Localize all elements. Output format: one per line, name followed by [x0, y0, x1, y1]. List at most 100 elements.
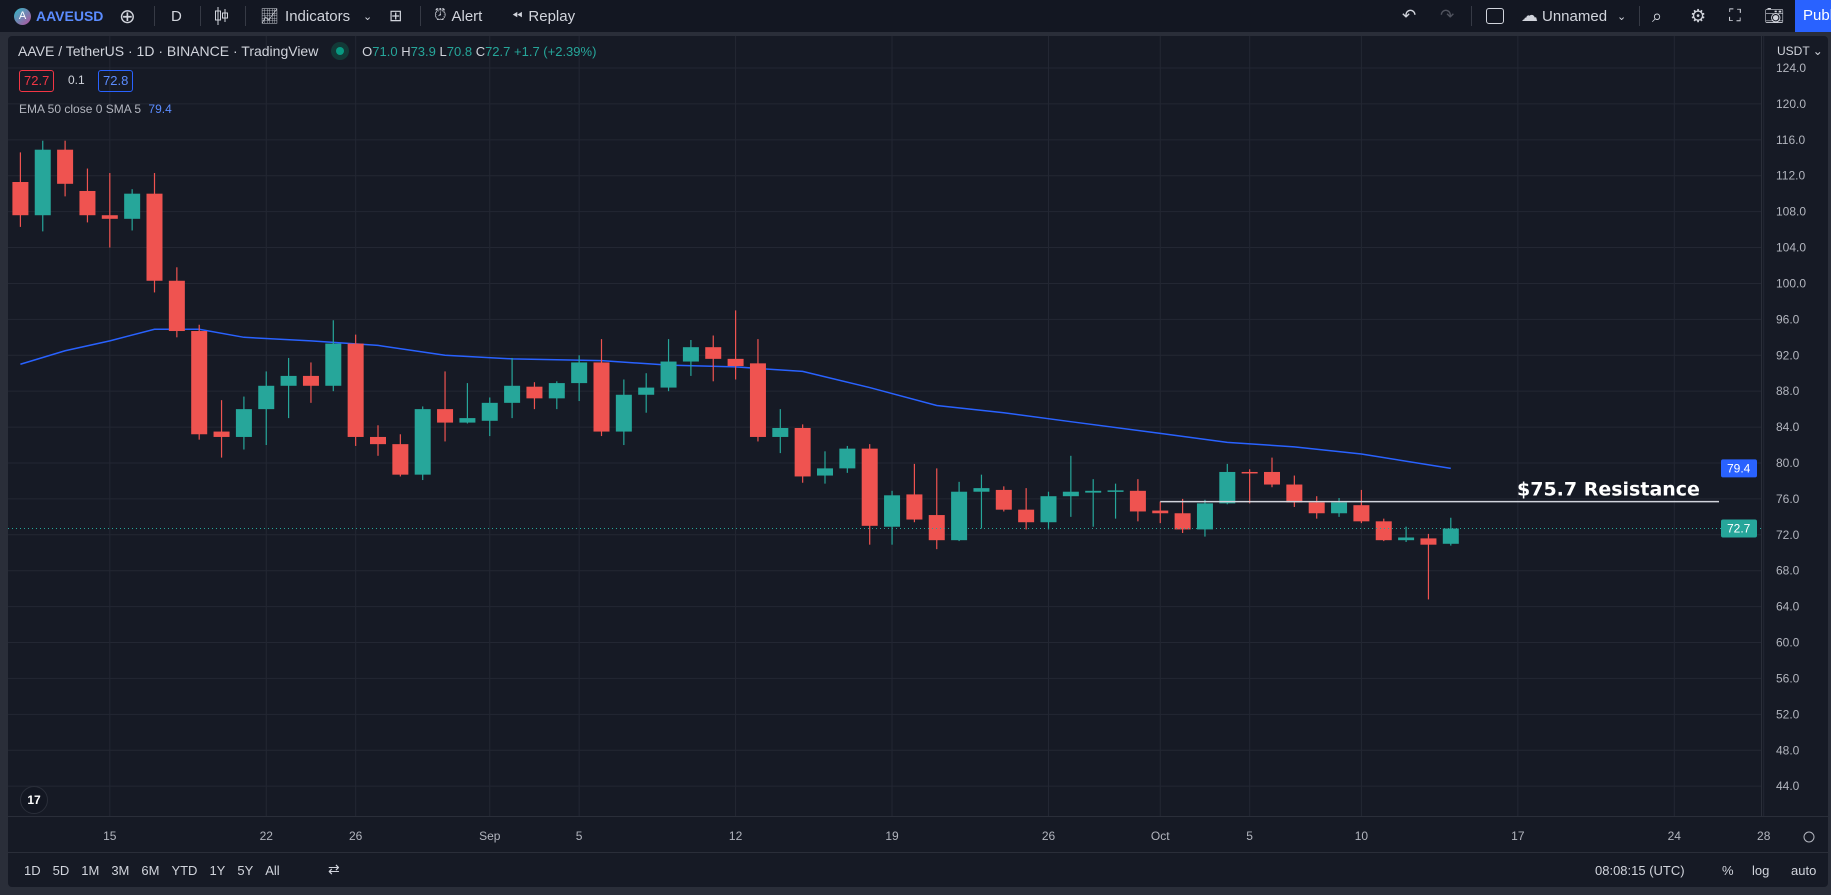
range-1y[interactable]: 1Y [209, 862, 226, 878]
range-3m[interactable]: 3M [111, 862, 130, 878]
buy-price-button[interactable]: 72.8 [98, 70, 134, 92]
candle[interactable] [280, 357, 297, 419]
candle[interactable] [504, 357, 521, 419]
candle[interactable] [749, 339, 766, 442]
candle[interactable] [1174, 498, 1191, 534]
candle[interactable] [951, 481, 968, 542]
interval-button[interactable]: D [171, 7, 182, 25]
candle[interactable] [1442, 517, 1459, 546]
candle[interactable] [839, 445, 856, 473]
candle[interactable] [526, 382, 543, 410]
range-1m[interactable]: 1M [81, 862, 100, 878]
candle[interactable] [370, 425, 386, 456]
candle[interactable] [392, 434, 409, 477]
camera-icon[interactable]: 📷︎ [1764, 8, 1785, 25]
candle[interactable] [1420, 533, 1437, 600]
candle[interactable] [124, 189, 141, 231]
candle[interactable] [1152, 501, 1169, 524]
chart-panel[interactable]: 72.7 79.4 $75.7 Resistance 124.0 120.0 116.0 1… [8, 36, 1828, 887]
price-chart[interactable]: 72.7 79.4 $75.7 Resistance 124.0 120.0 116.0 1… [8, 36, 1828, 887]
candle[interactable] [1264, 457, 1280, 488]
candle[interactable] [615, 379, 632, 446]
layout-grid-icon[interactable]: ⊞ [389, 8, 403, 25]
candle[interactable] [12, 152, 29, 227]
candle[interactable] [1129, 479, 1146, 522]
replay-button[interactable]: ⏪︎ Replay [512, 0, 575, 32]
candle[interactable] [861, 444, 878, 545]
compare-dates-icon[interactable]: ⇄ [328, 861, 340, 877]
symbol-button[interactable]: A AAVEUSD [14, 0, 103, 32]
candle[interactable] [235, 396, 252, 450]
candle[interactable] [772, 409, 789, 454]
candles-chart-type-icon[interactable] [214, 0, 228, 32]
indicators-button[interactable]: 📈︎ Indicators [260, 0, 350, 32]
candle[interactable] [213, 400, 230, 458]
candle[interactable] [928, 468, 945, 550]
log-toggle[interactable]: log [1752, 862, 1770, 878]
candle[interactable] [1018, 488, 1035, 530]
candle[interactable] [1107, 483, 1124, 519]
candle[interactable] [347, 334, 364, 446]
range-6m[interactable]: 6M [141, 862, 160, 878]
candle[interactable] [79, 168, 96, 223]
axis-settings-icon[interactable] [1803, 831, 1815, 843]
range-5d[interactable]: 5D [52, 862, 70, 878]
ema-indicator-legend[interactable]: EMA 50 close 0 SMA 5 79.4 [19, 102, 172, 116]
candle[interactable] [548, 381, 565, 410]
compare-add-icon[interactable]: ⊕ [119, 5, 136, 28]
candle[interactable] [1241, 469, 1258, 504]
candle[interactable] [817, 451, 833, 484]
fullscreen-icon[interactable]: ⛶ [1729, 6, 1741, 25]
candle[interactable] [437, 371, 454, 442]
publish-button[interactable]: Publish [1795, 0, 1831, 32]
drawing-mode-icon[interactable] [1486, 0, 1504, 32]
candle[interactable] [794, 424, 811, 483]
candle[interactable] [995, 486, 1012, 512]
candle[interactable] [191, 324, 208, 440]
undo-icon[interactable]: ↶ [1402, 6, 1417, 25]
search-icon[interactable]: ⌕ [1652, 5, 1663, 26]
range-5y[interactable]: 5Y [237, 862, 254, 878]
gear-icon[interactable]: ⚙︎ [1690, 5, 1707, 26]
candle[interactable] [660, 339, 677, 392]
candle[interactable] [34, 140, 51, 232]
range-ytd[interactable]: YTD [171, 862, 198, 878]
alert-button[interactable]: ⏰︎ Alert [434, 0, 482, 32]
candle[interactable] [571, 355, 588, 402]
candle[interactable] [705, 335, 722, 382]
candle[interactable] [258, 371, 275, 446]
candle[interactable] [682, 340, 699, 376]
candle[interactable] [593, 339, 610, 437]
candle[interactable] [727, 310, 744, 380]
candle[interactable] [1196, 499, 1213, 537]
candle[interactable] [906, 463, 923, 523]
candle[interactable] [168, 267, 185, 338]
range-all[interactable]: All [265, 862, 280, 878]
resistance-label[interactable]: $75.7 Resistance [1517, 479, 1700, 501]
chevron-down-icon[interactable]: ⌄ [363, 10, 373, 23]
candle[interactable] [146, 173, 163, 293]
candle[interactable] [1085, 479, 1102, 527]
candle[interactable] [1308, 496, 1325, 519]
candle[interactable] [325, 320, 342, 392]
sell-price-button[interactable]: 72.7 [19, 70, 55, 92]
candle[interactable] [57, 140, 74, 197]
candle[interactable] [638, 373, 655, 413]
tradingview-logo-icon[interactable]: 17 [20, 786, 48, 814]
candle[interactable] [1219, 463, 1236, 505]
currency-selector[interactable]: USDT ⌄ [1777, 44, 1823, 58]
candle[interactable] [884, 490, 901, 545]
candle[interactable] [101, 173, 118, 248]
candle[interactable] [302, 362, 319, 403]
redo-icon[interactable]: ↷ [1440, 6, 1455, 25]
candle[interactable] [1353, 489, 1370, 524]
candle[interactable] [973, 474, 990, 529]
candle[interactable] [1398, 526, 1415, 542]
candle[interactable] [459, 383, 476, 424]
candle[interactable] [1062, 455, 1079, 517]
candle[interactable] [414, 406, 431, 481]
auto-toggle[interactable]: auto [1791, 862, 1817, 878]
layout-save-button[interactable]: ☁︎ Unnamed ⌄ [1521, 0, 1626, 32]
candle[interactable] [1375, 518, 1392, 542]
candle[interactable] [1331, 497, 1348, 517]
